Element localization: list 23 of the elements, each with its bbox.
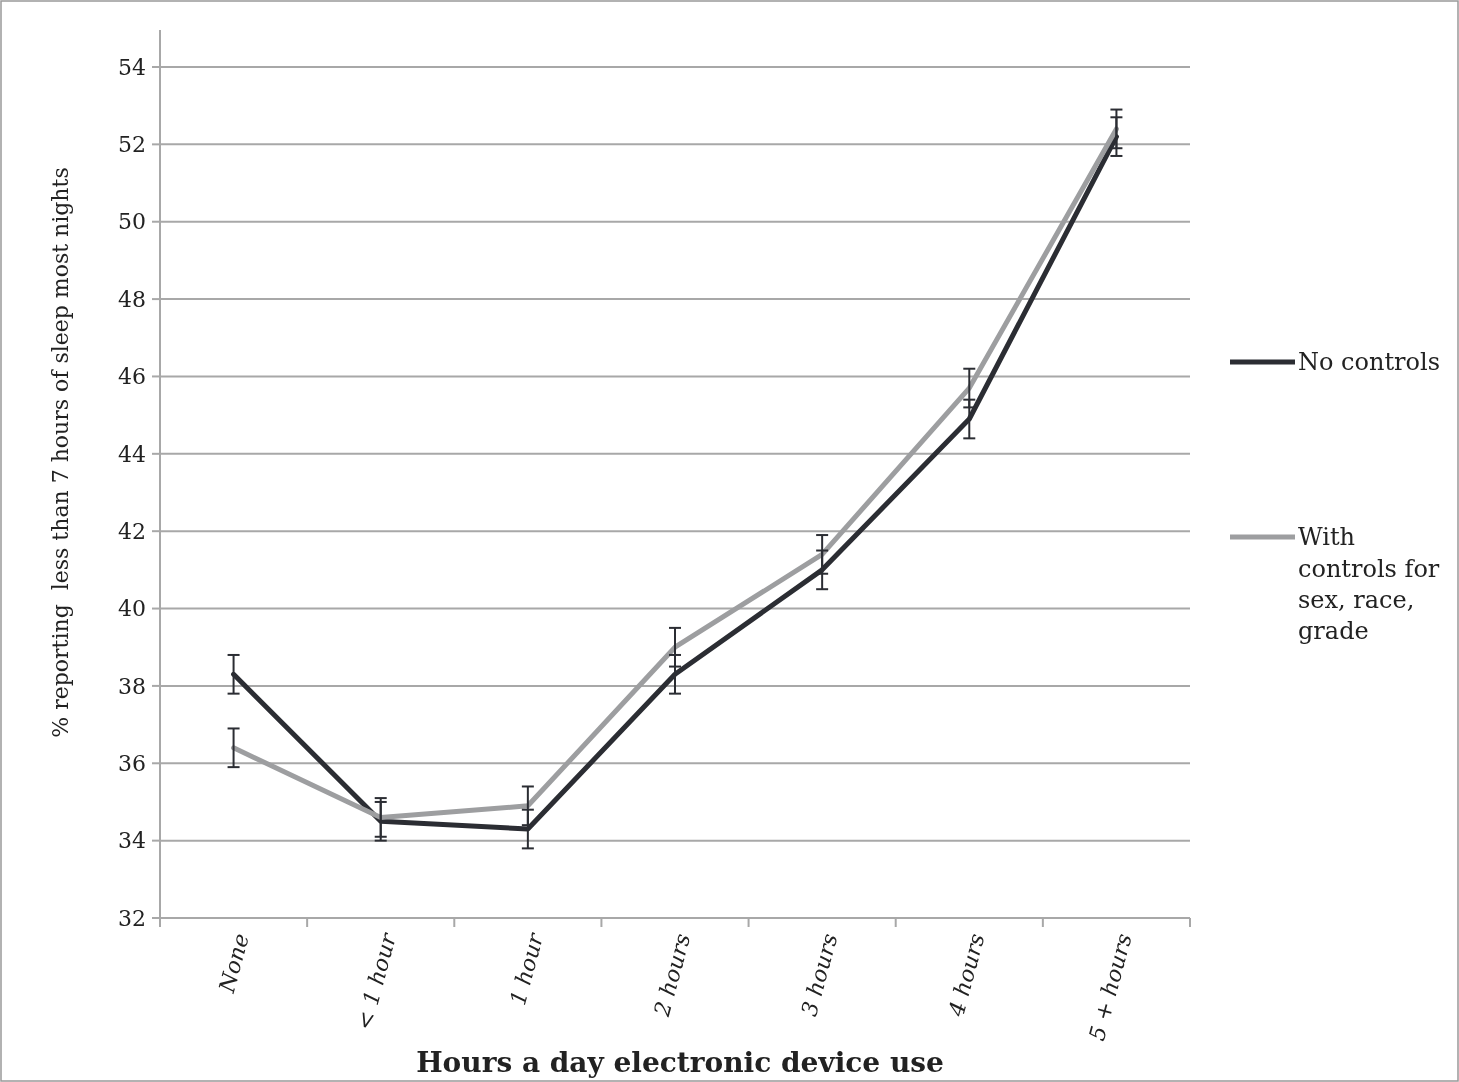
y-tick-label: 54 [118, 54, 146, 80]
y-tick-label: 38 [118, 673, 146, 699]
x-tick-label: None [213, 930, 254, 996]
legend-label: With controls for sex, race, grade [1298, 523, 1440, 645]
y-tick-label: 50 [118, 209, 146, 235]
y-tick-label: 44 [118, 441, 146, 467]
x-tick-label: 1 hour [505, 929, 549, 1008]
x-tick-label: 5 + hours [1084, 930, 1137, 1044]
y-tick-label: 42 [118, 518, 146, 544]
x-tick-label: 4 hours [943, 930, 990, 1020]
x-tick-label: 3 hours [796, 930, 843, 1019]
y-tick-label: 34 [118, 828, 146, 854]
y-tick-label: 32 [118, 905, 146, 931]
y-tick-label: 40 [118, 596, 146, 622]
y-axis-title: % reporting less than 7 hours of sleep most nights [48, 167, 73, 738]
y-tick-label: 36 [118, 750, 146, 776]
y-tick-label: 52 [118, 132, 146, 158]
y-tick-label: 48 [118, 286, 146, 312]
x-tick-label: < 1 hour [351, 929, 402, 1033]
x-tick-label: 2 hours [649, 930, 696, 1020]
y-tick-label: 46 [118, 364, 146, 390]
legend-label: No controls [1298, 348, 1440, 377]
x-axis-title: Hours a day electronic device use [416, 1046, 944, 1079]
